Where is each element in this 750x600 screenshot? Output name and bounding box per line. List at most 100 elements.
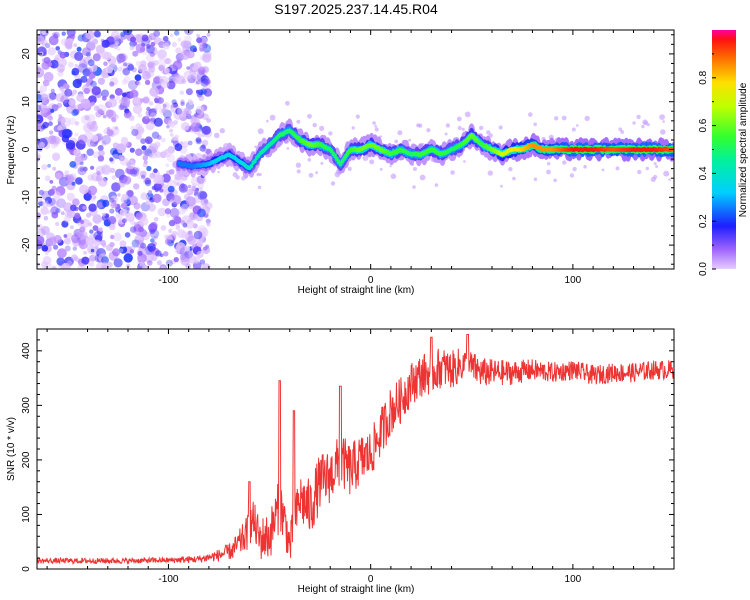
spectrogram-noise-cell [74, 212, 81, 219]
spectrogram-noise-cell [49, 92, 57, 100]
spectrogram-noise-cell [139, 98, 145, 103]
spectrogram-noise-cell [189, 62, 198, 71]
spectrogram-scatter-cell [307, 158, 312, 162]
spectrogram-scatter-cell [362, 155, 369, 161]
spectrogram-scatter-cell [351, 126, 355, 130]
spectrogram-noise-cell [70, 225, 74, 230]
spectrogram-noise-cell [118, 248, 124, 253]
snr-x-label: Height of straight line (km) [298, 584, 415, 595]
spectrogram-noise-cell [121, 92, 127, 98]
spectrogram-noise-cell [37, 66, 42, 73]
spectrogram-noise-cell [205, 218, 211, 224]
spectrogram-noise-cell [86, 148, 94, 156]
spectrogram-noise-cell [142, 149, 149, 156]
spectrogram-scatter-cell [285, 100, 290, 106]
spectrogram-noise-cell [138, 226, 144, 233]
spectrogram-noise-cell [136, 170, 146, 180]
spectrogram-noise-cell [59, 51, 67, 59]
spectrogram-noise-cell [97, 145, 104, 151]
spectrogram-noise-cell [98, 149, 105, 157]
spectrogram-noise-cell [170, 104, 175, 109]
spectrogram-noise-cell [68, 99, 76, 107]
spectrogram-noise-cell [47, 92, 56, 102]
spectrogram-scatter-cell [330, 181, 336, 186]
spectrogram-noise-cell [125, 110, 131, 117]
spectrogram-noise-cell [149, 221, 158, 230]
spectrogram-noise-cell [82, 47, 91, 56]
spectrogram-noise-cell [129, 249, 135, 254]
spectrogram-scatter-cell [419, 174, 426, 181]
spectrogram-noise-cell [126, 206, 130, 211]
spectrogram-y-tick-label: 10 [21, 96, 32, 108]
spectrogram-noise-cell [66, 260, 73, 267]
spectrogram-scatter-cell [257, 128, 264, 135]
spectrogram-noise-cell [139, 261, 144, 267]
spectrogram-noise-cell [187, 184, 192, 189]
spectrogram-noise-cell [180, 203, 189, 212]
spectrogram-noise-cell [83, 87, 91, 95]
spectrogram-noise-cell [109, 241, 115, 248]
spectrogram-noise-cell [144, 179, 152, 187]
snr-series-line [37, 334, 674, 566]
spectrogram-noise-cell [186, 113, 192, 120]
spectrogram-scatter-cell [295, 162, 302, 168]
spectrogram-noise-cell [150, 254, 158, 261]
spectrogram-noise-cell [144, 114, 149, 119]
spectrogram-noise-cell [132, 50, 139, 57]
spectrogram-y-tick-label: 20 [21, 48, 32, 60]
spectrogram-noise-cell [41, 200, 50, 208]
spectrogram-noise-cell [134, 234, 144, 245]
spectrogram-noise-cell [92, 214, 102, 224]
spectrogram-noise-cell [145, 109, 154, 118]
spectrogram-scatter-cell [413, 167, 417, 171]
spectrogram-noise-cell [196, 37, 203, 44]
spectrogram-x-tick-label: 0 [368, 275, 374, 286]
spectrogram-noise-cell [88, 240, 96, 248]
spectrogram-noise-cell [87, 185, 98, 196]
spectrogram-noise-cell [73, 43, 78, 48]
spectrogram-noise-cell [96, 201, 104, 209]
spectrogram-noise-cell [65, 140, 76, 150]
spectrogram-noise-cell [157, 49, 167, 59]
spectrogram-noise-cell [74, 132, 79, 137]
snr-y-tick-label: 100 [21, 506, 32, 523]
spectrogram-noise-cell [191, 118, 201, 128]
spectrogram-noise-cell [109, 157, 114, 162]
spectrogram-noise-cell [184, 245, 191, 252]
spectrogram-noise-cell [172, 74, 181, 83]
spectrogram-noise-cell [82, 205, 87, 210]
spectrogram-noise-cell [169, 33, 174, 38]
spectrogram-noise-cell [138, 64, 147, 73]
spectrogram-noise-cell [112, 232, 122, 242]
spectrogram-noise-cell [154, 151, 162, 158]
spectrogram-noise-cell [101, 140, 107, 146]
spectrogram-scatter-cell [257, 185, 262, 190]
spectrogram-noise-cell [65, 178, 72, 186]
spectrogram-noise-cell [79, 226, 86, 233]
spectrogram-noise-cell [161, 173, 171, 183]
spectrogram-noise-cell [92, 64, 98, 70]
spectrogram-noise-cell [41, 30, 46, 35]
colorbar: 0.0 0.2 0.4 0.6 0.8 Normalized spectral ampl… [698, 30, 749, 276]
spectrogram-noise-cell [97, 77, 105, 85]
spectrogram-scatter-cell [528, 112, 533, 117]
spectrogram-noise-cell [142, 96, 150, 104]
spectrogram-noise-cell [177, 246, 185, 254]
spectrogram-noise-cell [164, 208, 171, 215]
spectrogram-noise-cell [71, 181, 76, 186]
spectrogram-scatter-cell [641, 124, 645, 129]
spectrogram-noise-cell [95, 165, 106, 176]
spectrogram-noise-cell [77, 263, 87, 269]
spectrogram-noise-cell [74, 51, 84, 62]
spectrogram-noise-cell [111, 182, 121, 192]
spectrogram-scatter-cell [372, 121, 376, 125]
spectrogram-noise-cell [174, 245, 183, 254]
spectrogram-noise-cell [192, 65, 198, 72]
spectrogram-noise-cell [183, 107, 189, 114]
spectrogram-noise-cell [50, 88, 55, 93]
spectrogram-scatter-cell [660, 129, 666, 135]
spectrogram-noise-cell [199, 187, 203, 191]
spectrogram-noise-cell [144, 253, 154, 263]
spectrogram-scatter-cell [561, 115, 567, 121]
